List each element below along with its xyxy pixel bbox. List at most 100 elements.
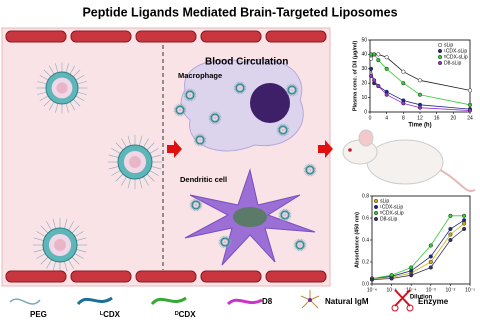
marker [372,78,377,83]
ligand [43,69,51,77]
y-tick-label: 0.0 [362,281,369,287]
endothelium [5,30,67,43]
core [129,156,141,168]
endothelium [200,270,262,283]
liposome [32,217,88,273]
ligand [146,142,155,151]
ligand [65,63,69,73]
liposome [107,134,163,190]
series-line [371,215,465,279]
ligand [37,81,47,85]
y-tick-label: 0 [364,109,367,115]
arrow [318,140,333,158]
marker [448,232,453,237]
endothelium [265,270,327,283]
core [283,213,287,217]
core [281,128,285,132]
ligand [149,148,159,154]
liposome [193,133,207,147]
marker [401,69,406,74]
core [213,116,217,120]
core [54,239,66,251]
label: Blood Circulation [205,57,288,68]
legend-marker [437,42,443,48]
x-tick-label: 24 [467,115,473,121]
y-tick-label: 0.2 [362,259,369,265]
liposome [293,238,307,252]
endothelium [5,270,67,283]
legend-label: D8-sLip [380,216,397,222]
ligand [115,142,124,151]
core [194,203,198,207]
ligand [65,103,69,113]
ligand [77,81,87,85]
legend-label: ᴸCDX-sLip [380,204,403,210]
ligand [77,91,87,95]
ligand [64,261,68,272]
core [56,82,68,94]
ligand [139,178,143,189]
y-tick-label: 40 [361,52,367,58]
ligand [69,65,76,75]
ligand [151,166,162,170]
legend-marker [437,48,443,54]
marker [372,52,377,57]
legend-label: Enzyme [418,297,449,306]
ligand [76,237,87,241]
endothelium [200,30,262,43]
marker [448,237,453,243]
ligand [33,237,44,241]
ligand [121,138,127,148]
ligand [73,99,81,107]
core [178,108,182,112]
legend-marker [437,54,443,60]
ligand [151,154,162,158]
ligand [108,154,119,158]
label: Dendritic cell [180,175,227,184]
series-line [371,219,465,279]
x-tick-label: 10⁻¹ [465,287,475,293]
x-axis-label: Dilution [410,295,433,301]
cell-layer [32,58,317,273]
legend-marker [373,210,379,216]
legend-marker [373,204,379,210]
ligand [64,218,68,229]
marker [467,108,473,113]
ligand [149,170,159,176]
legend-label: ᴰCDX-sLip [444,54,468,60]
ligand [40,256,49,265]
legend-label: ᴸCDX-sLip [444,48,467,54]
marker [401,101,406,106]
x-tick-label: 4 [385,115,388,121]
marker [376,84,381,89]
mouse [342,129,476,192]
ligand [143,138,149,148]
y-axis-label: Absorbance (450 nm) [354,212,360,268]
ligand [139,135,143,146]
ligand [127,178,131,189]
ligand [55,63,59,73]
x-tick-label: 10⁻² [445,287,455,293]
core [223,240,227,244]
core [198,138,202,142]
ligand [69,101,76,111]
ligand [48,65,55,75]
x-tick-label: 12 [417,115,423,121]
x-tick-label: 10⁻⁵ [386,287,396,293]
marker [409,265,414,270]
core [238,86,242,90]
marker [417,105,423,110]
marker [368,56,374,61]
ligand [36,231,46,237]
ligand [33,249,44,253]
legend-marker [373,216,379,222]
liposome [278,208,292,222]
ligand [143,176,149,186]
marker [462,226,467,232]
marker [428,265,433,270]
ligand [46,259,52,269]
ligand [121,176,127,186]
marker [409,273,414,278]
x-tick-label: 0 [369,115,372,121]
